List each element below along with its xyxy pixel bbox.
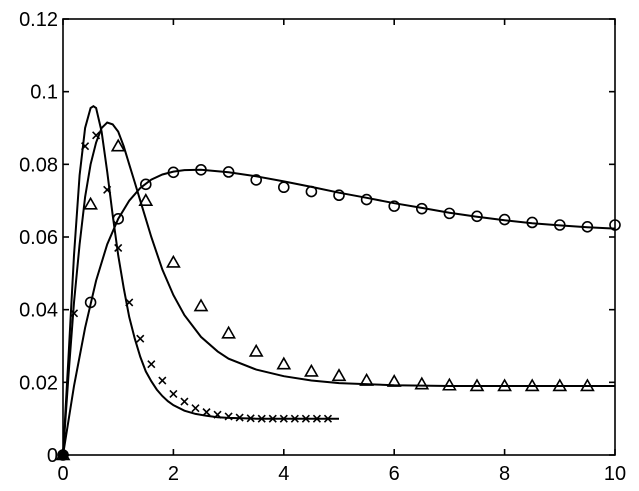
data-point-x [136,334,145,343]
data-point-circle [471,210,483,223]
data-point-circle [277,181,290,194]
data-point-circle [57,449,69,461]
data-point-x [268,414,277,423]
data-point-circle [609,219,621,231]
y-tick-label: 0.02 [19,372,58,394]
tick-labels: 0 2 4 6 8 10 0 0.02 0.04 0.06 0.08 0.1 0.12 [19,9,626,485]
data-point-triangle [248,343,264,357]
data-point-x [301,414,310,423]
data-point-circle [581,221,594,233]
x-tick-label: 6 [389,463,400,485]
series-line-x [62,105,339,456]
data-point-circle [360,193,373,206]
data-point-triangle [524,378,540,392]
x-tick-label: 4 [278,463,289,485]
data-point-x [103,185,112,194]
data-point-x [323,414,333,423]
data-point-circle [498,213,511,226]
data-point-triangle [469,378,485,392]
data-point-circle [84,296,97,309]
data-point-triangle [166,254,181,268]
data-point-triangle [497,378,512,392]
x-tick-label: 10 [604,463,626,485]
data-point-triangle [83,196,98,210]
data-point-triangle [193,298,209,312]
series-circle [57,163,621,461]
data-point-circle [167,166,180,179]
data-point-triangle [138,193,154,206]
series-line-circle [62,168,616,456]
data-point-circle [112,213,124,225]
data-point-x [246,414,255,423]
x-tick-label: 0 [57,463,68,485]
data-point-triangle [110,138,126,152]
data-point-x [147,360,156,369]
x-tick-label: 8 [499,463,510,485]
data-point-circle [388,200,401,212]
data-point-circle [415,202,428,215]
data-point-x [191,404,200,413]
series [55,105,621,461]
origin-point [58,450,68,460]
series-x [58,105,339,460]
data-point-x [235,413,244,422]
x-tick-label: 2 [168,463,179,485]
data-point-x [125,298,134,307]
data-point-circle [526,216,539,229]
data-point-x [213,410,222,419]
data-point-triangle [580,378,595,392]
data-point-circle [140,178,152,191]
data-point-x [81,142,90,151]
data-point-circle [222,166,235,178]
data-point-triangle [276,356,292,370]
series-line-triangle [62,121,615,456]
data-point-x [279,414,288,423]
data-point-triangle [386,373,402,387]
data-point-circle [443,207,456,220]
data-point-circle [553,219,566,231]
data-point-x [290,414,299,423]
data-point-triangle [359,372,374,386]
data-point-circle [333,189,345,202]
plot-frame [62,18,616,456]
data-point-triangle [442,377,457,391]
data-point-circle [250,174,263,186]
data-point-x [202,408,211,417]
data-point-triangle [331,368,347,382]
data-point-x [257,414,266,423]
y-tick-label: 0.08 [19,154,58,176]
data-point-x [312,414,321,423]
y-tick-label: 0.12 [19,9,58,31]
data-point-x [158,376,167,385]
data-point-x [224,412,233,421]
data-point-triangle [221,325,236,339]
data-point-triangle [414,376,430,390]
series-triangle [55,121,615,461]
y-tick-label: 0.06 [19,227,58,249]
y-tick-label: 0.1 [30,82,58,104]
data-point-circle [195,163,207,176]
data-point-circle [305,185,318,198]
data-point-triangle [304,363,319,377]
data-point-x [180,397,189,406]
data-point-x [169,389,178,399]
data-point-triangle [552,378,568,392]
axes [62,18,616,456]
y-tick-label: 0 [47,445,58,467]
y-tick-label: 0.04 [19,300,58,322]
data-point-x [114,243,123,252]
